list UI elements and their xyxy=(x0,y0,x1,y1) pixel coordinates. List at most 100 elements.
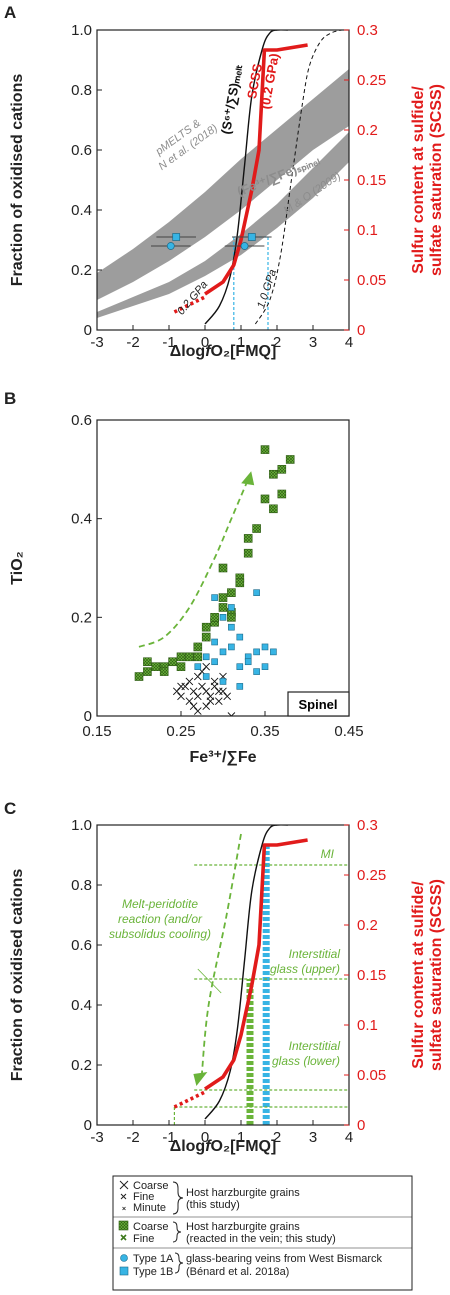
host-grain-point xyxy=(202,702,211,710)
data-point-type1b xyxy=(247,233,256,241)
reacted-grain-point xyxy=(151,662,161,671)
legend-reacted-coarse: Coarse xyxy=(133,1221,168,1233)
host-grain-point xyxy=(185,697,194,706)
legend-glass-1: glass-bearing veins from West Bismarck xyxy=(186,1253,383,1265)
panel-a-ylabel-right-1: Sulfur content at sulfide/ xyxy=(410,86,427,274)
host-grain-point xyxy=(223,692,232,701)
legend-type1a: Type 1A xyxy=(133,1253,174,1265)
y-tick-label: 0.2 xyxy=(71,262,92,279)
reacted-grain-point xyxy=(176,652,186,662)
x-tick-label: 2 xyxy=(273,334,281,351)
host-grain-point xyxy=(193,707,202,715)
x-tick-label: 0.15 xyxy=(82,723,111,740)
x-tick-label: 0.25 xyxy=(166,723,195,740)
reacted-grain-point xyxy=(168,657,177,667)
y-tick-label: 0.4 xyxy=(71,997,92,1014)
legend-coarse-symbol xyxy=(119,1180,129,1190)
x-tick-label: 0.45 xyxy=(334,723,363,740)
annotation-scss-pressure: (0.2 GPa) xyxy=(257,52,282,110)
host-grain-point xyxy=(206,697,215,706)
legend-coarse: Coarse xyxy=(133,1180,168,1192)
legend-reacted-1: Host harzburgite grains xyxy=(186,1221,300,1233)
reacted-grain-point xyxy=(218,593,228,602)
legend-reacted-fine: Fine xyxy=(133,1233,154,1245)
y-tick-label: 0 xyxy=(84,322,92,339)
reacted-grain-point xyxy=(252,524,261,533)
legend-fine-symbol xyxy=(120,1193,127,1200)
x-tick-label: 1 xyxy=(237,1129,245,1146)
x-tick-label: 3 xyxy=(309,1129,317,1146)
y-tick-label: 0.2 xyxy=(71,609,92,626)
vein-glass-point xyxy=(219,678,227,685)
host-grain-point xyxy=(177,692,185,701)
reacted-grain-point xyxy=(227,613,236,622)
annotation-igu-2: glass (upper) xyxy=(270,962,340,976)
panel-a-label: A xyxy=(4,3,16,22)
x-tick-label: -3 xyxy=(90,1129,103,1146)
x-tick-label: 3 xyxy=(309,334,317,351)
host-grain-point xyxy=(172,687,181,696)
y-tick-label: 0 xyxy=(84,1117,92,1134)
vein-glass-point xyxy=(219,614,227,621)
panel-b-xlabel: Fe³⁺/∑Fe xyxy=(190,749,257,766)
host-grain-point xyxy=(177,682,185,691)
annotation-igl-1: Interstitial xyxy=(289,1039,341,1053)
x-tick-label: -1 xyxy=(162,1129,175,1146)
panel-b-label: B xyxy=(4,389,16,408)
y-tick-label: 0.4 xyxy=(71,202,92,219)
reacted-grain-point xyxy=(176,662,186,671)
y-tick-label: 0.4 xyxy=(71,511,92,528)
y-right-tick-label: 0 xyxy=(357,322,365,339)
y-right-tick-label: 0.1 xyxy=(357,1017,378,1034)
y-right-tick-label: 0.25 xyxy=(357,867,386,884)
y-right-tick-label: 0.25 xyxy=(357,72,386,89)
vein-glass-point xyxy=(194,663,202,670)
y-tick-label: 0 xyxy=(84,708,92,725)
y-tick-label: 1.0 xyxy=(71,22,92,39)
scss-extension xyxy=(173,1090,206,1109)
annotation-igu-1: Interstitial xyxy=(289,947,341,961)
annotation-s6-melt: (S⁶⁺/∑S)ₘₑₗₜ xyxy=(218,63,245,135)
data-point-type1a xyxy=(240,242,249,250)
x-tick-label: -2 xyxy=(126,1129,139,1146)
reacted-grain-point xyxy=(277,489,287,499)
vein-glass-point xyxy=(228,643,235,651)
legend-minute: Minute xyxy=(133,1202,166,1214)
y-tick-label: 0.2 xyxy=(71,1057,92,1074)
legend-host-2: (this study) xyxy=(186,1199,240,1211)
vein-glass-point xyxy=(244,658,252,666)
annotation-melt-peridotite-3: subsolidus cooling) xyxy=(109,927,211,941)
y-tick-label: 0.6 xyxy=(71,937,92,954)
y-tick-label: 0.8 xyxy=(71,82,92,99)
series-line xyxy=(204,825,288,1120)
panel-a-ylabel-right-2: sulfate saturation (SCSS) xyxy=(428,84,445,276)
reacted-grain-point xyxy=(260,494,270,504)
vein-glass-point xyxy=(253,668,260,675)
panel-c-ylabel-right-2: sulfate saturation (SCSS) xyxy=(428,879,445,1071)
series-line xyxy=(204,43,308,296)
reacted-grain-point xyxy=(227,588,236,597)
series-line xyxy=(254,30,342,325)
vein-glass-point xyxy=(236,633,244,641)
vein-glass-point xyxy=(270,648,277,656)
host-grain-point xyxy=(202,662,211,671)
x-tick-label: 0.35 xyxy=(250,723,279,740)
x-tick-label: -3 xyxy=(90,334,103,351)
host-grain-point xyxy=(185,677,194,686)
host-grain-point xyxy=(219,687,227,696)
reacted-grain-point xyxy=(243,534,253,543)
x-tick-label: 1 xyxy=(237,334,245,351)
y-right-tick-label: 0.15 xyxy=(357,967,386,984)
melt-peridotite-arrowhead xyxy=(193,1072,208,1086)
legend-frame xyxy=(112,1175,413,1291)
x-tick-label: 0 xyxy=(201,1129,209,1146)
panel-c-xlabel: ΔlogfO₂[FMQ] xyxy=(170,1138,277,1155)
reacted-grain-point xyxy=(218,563,228,573)
vein-glass-point xyxy=(261,663,269,670)
legend-host-1: Host harzburgite grains xyxy=(186,1187,300,1199)
legend-type1b-symbol xyxy=(119,1266,129,1276)
reacted-grain-point xyxy=(201,622,211,632)
reacted-grain-point xyxy=(235,578,245,588)
melt-peridotite-arrow xyxy=(200,833,242,1081)
panel-c-ylabel-right-1: Sulfur content at sulfide/ xyxy=(410,881,427,1069)
